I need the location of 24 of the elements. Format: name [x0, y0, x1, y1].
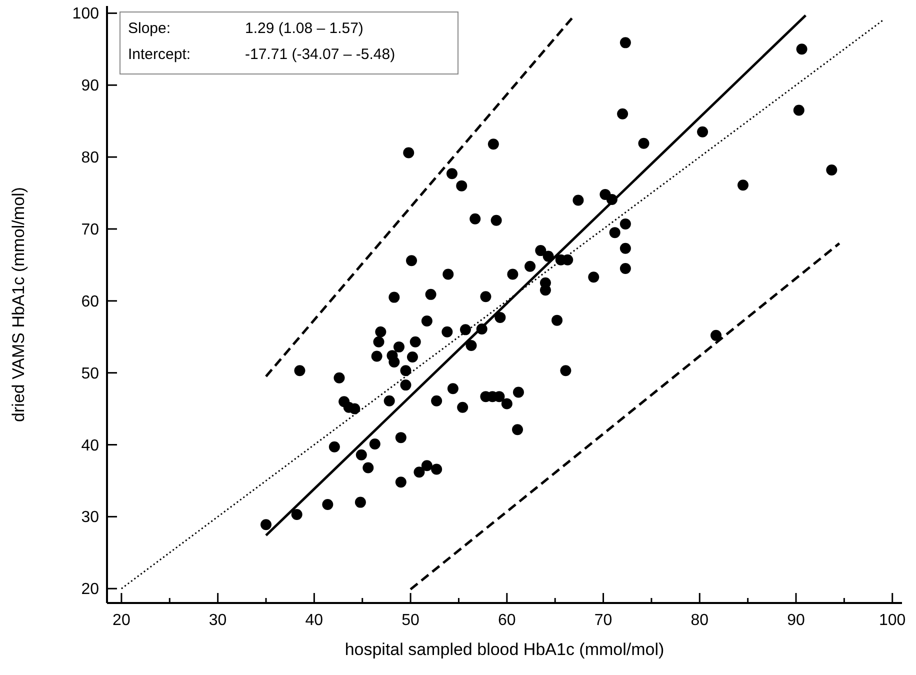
x-tick-label: 40 — [305, 612, 324, 629]
annotation: -17.71 (-34.07 – -5.48) — [245, 46, 396, 63]
y-axis-title: dried VAMS HbA1c (mmol/mol) — [9, 187, 28, 422]
annotation: Slope: — [128, 20, 171, 37]
x-tick-label: 100 — [879, 612, 906, 629]
x-tick-label: 80 — [690, 612, 709, 629]
x-tick-label: 60 — [498, 612, 516, 629]
x-tick-label: 90 — [787, 612, 805, 629]
y-tick-label: 20 — [81, 581, 100, 598]
annotation: 1.29 (1.08 – 1.57) — [245, 20, 364, 37]
x-tick-label: 70 — [594, 612, 612, 629]
y-tick-label: 100 — [72, 6, 100, 23]
y-tick-label: 50 — [81, 365, 100, 382]
x-axis-title: hospital sampled blood HbA1c (mmol/mol) — [344, 640, 664, 659]
y-tick-label: 40 — [81, 437, 100, 454]
y-tick-label: 80 — [81, 150, 100, 167]
x-tick-label: 50 — [402, 612, 420, 629]
x-tick-label: 20 — [112, 612, 130, 629]
y-tick-label: 70 — [81, 221, 100, 238]
y-tick-label: 30 — [81, 509, 100, 526]
y-tick-label: 90 — [81, 78, 100, 95]
x-tick-label: 30 — [208, 612, 227, 629]
annotation: Intercept: — [128, 46, 191, 63]
y-tick-label: 60 — [81, 293, 100, 310]
